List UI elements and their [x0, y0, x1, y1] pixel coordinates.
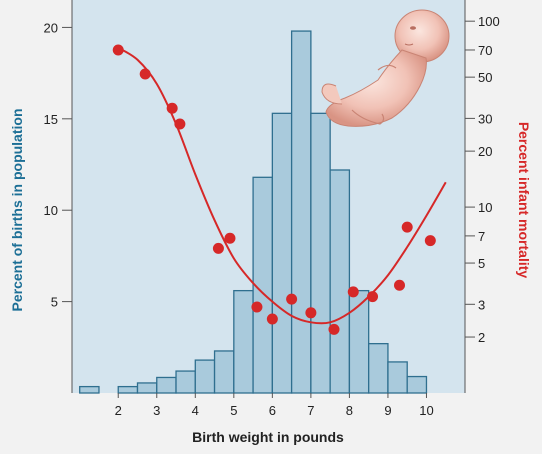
y-right-tick-label-50: 50 [478, 70, 492, 85]
histogram-bar-12 [329, 169, 351, 394]
mortality-point-4 [212, 242, 224, 254]
mortality-point-2 [166, 102, 178, 114]
x-axis-label: Birth weight in pounds [192, 429, 344, 445]
human-fetus-image [321, 9, 450, 127]
left-axis-label: Percent of births in population [9, 109, 25, 312]
x-tick-label-7: 7 [307, 403, 314, 418]
x-tick-label-8: 8 [346, 403, 353, 418]
y-left-tick-label-15: 15 [44, 112, 58, 127]
mortality-curve-layer [117, 46, 447, 325]
y-right-tick-label-2: 2 [478, 330, 485, 345]
mortality-point-6 [251, 301, 263, 313]
y-right-tick-label-5: 5 [478, 256, 485, 271]
y-right-tick-label-10: 10 [478, 200, 492, 215]
histogram-bar-2 [136, 382, 158, 394]
x-tick-label-5: 5 [230, 403, 237, 418]
y-right-tick-label-70: 70 [478, 43, 492, 58]
mortality-point-5 [224, 232, 236, 244]
x-tick-label-6: 6 [269, 403, 276, 418]
y-left-tick-label-10: 10 [44, 203, 58, 218]
mortality-point-0 [112, 44, 124, 56]
x-tick-label-10: 10 [419, 403, 433, 418]
y-right-tick-label-20: 20 [478, 144, 492, 159]
x-tick-label-2: 2 [115, 403, 122, 418]
histogram-bar-7 [233, 289, 254, 394]
mortality-point-13 [394, 279, 405, 291]
mortality-point-15 [424, 235, 436, 247]
mortality-point-11 [347, 286, 359, 298]
histogram-bar-10 [290, 30, 312, 394]
mortality-point-9 [305, 307, 317, 319]
y-right-tick-label-30: 30 [478, 111, 492, 126]
y-right-tick-label-7: 7 [478, 229, 485, 244]
mortality-point-10 [328, 323, 340, 335]
histogram-bar-3 [156, 376, 177, 394]
histogram-bar-13 [348, 289, 370, 394]
histogram-bar-1 [117, 385, 139, 394]
mortality-point-14 [401, 221, 413, 233]
histogram-bar-16 [406, 375, 428, 394]
mortality-curve [117, 46, 447, 325]
mortality-points [112, 44, 436, 335]
histogram-bar-4 [175, 370, 196, 394]
y-right-tick-label-100: 100 [478, 14, 500, 29]
histogram-bar-11 [310, 112, 331, 394]
histogram-bar-5 [194, 359, 216, 394]
histogram-bar-14 [368, 342, 389, 394]
histogram-bar-0 [79, 385, 100, 394]
x-tick-label-9: 9 [384, 403, 391, 418]
x-tick-label-4: 4 [192, 403, 199, 418]
y-left-tick-label-20: 20 [44, 20, 58, 35]
y-left-tick-label-5: 5 [51, 295, 58, 310]
mortality-point-3 [174, 118, 186, 130]
mortality-point-12 [367, 291, 379, 303]
mortality-point-1 [139, 68, 151, 80]
y-right-tick-label-3: 3 [478, 297, 485, 312]
axes: 2 3 4 5 6 7 8 9 10 5 10 15 20 2 3 5 7 10 20 30 50 70 100 [44, 0, 500, 418]
right-axis-label: Percent infant mortality [516, 122, 532, 279]
histogram-bar-15 [387, 361, 408, 394]
mortality-point-8 [286, 293, 298, 305]
histogram-bar-6 [213, 350, 235, 394]
x-tick-label-3: 3 [153, 403, 160, 418]
mortality-point-7 [266, 313, 278, 325]
histogram-bar-9 [271, 112, 293, 394]
